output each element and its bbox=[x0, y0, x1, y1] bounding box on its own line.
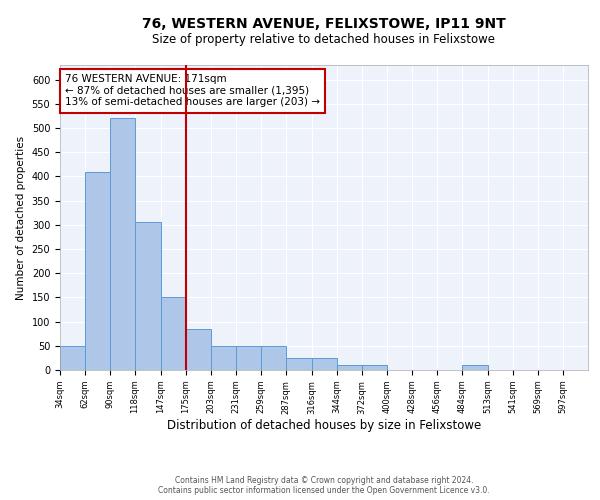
Text: Size of property relative to detached houses in Felixstowe: Size of property relative to detached ho… bbox=[152, 32, 496, 46]
Bar bbox=[186, 329, 211, 370]
Bar bbox=[312, 358, 337, 370]
Bar bbox=[337, 365, 362, 370]
Bar bbox=[211, 346, 236, 370]
Bar bbox=[60, 346, 85, 370]
Bar bbox=[236, 346, 261, 370]
Text: 76, WESTERN AVENUE, FELIXSTOWE, IP11 9NT: 76, WESTERN AVENUE, FELIXSTOWE, IP11 9NT bbox=[142, 18, 506, 32]
Y-axis label: Number of detached properties: Number of detached properties bbox=[16, 136, 26, 300]
X-axis label: Distribution of detached houses by size in Felixstowe: Distribution of detached houses by size … bbox=[167, 419, 481, 432]
Bar bbox=[462, 365, 488, 370]
Bar bbox=[85, 172, 110, 370]
Bar bbox=[161, 298, 186, 370]
Bar bbox=[135, 222, 161, 370]
Bar bbox=[286, 358, 312, 370]
Text: Contains HM Land Registry data © Crown copyright and database right 2024.
Contai: Contains HM Land Registry data © Crown c… bbox=[158, 476, 490, 495]
Bar bbox=[261, 346, 286, 370]
Bar bbox=[110, 118, 135, 370]
Text: 76 WESTERN AVENUE: 171sqm
← 87% of detached houses are smaller (1,395)
13% of se: 76 WESTERN AVENUE: 171sqm ← 87% of detac… bbox=[65, 74, 320, 108]
Bar bbox=[362, 365, 387, 370]
